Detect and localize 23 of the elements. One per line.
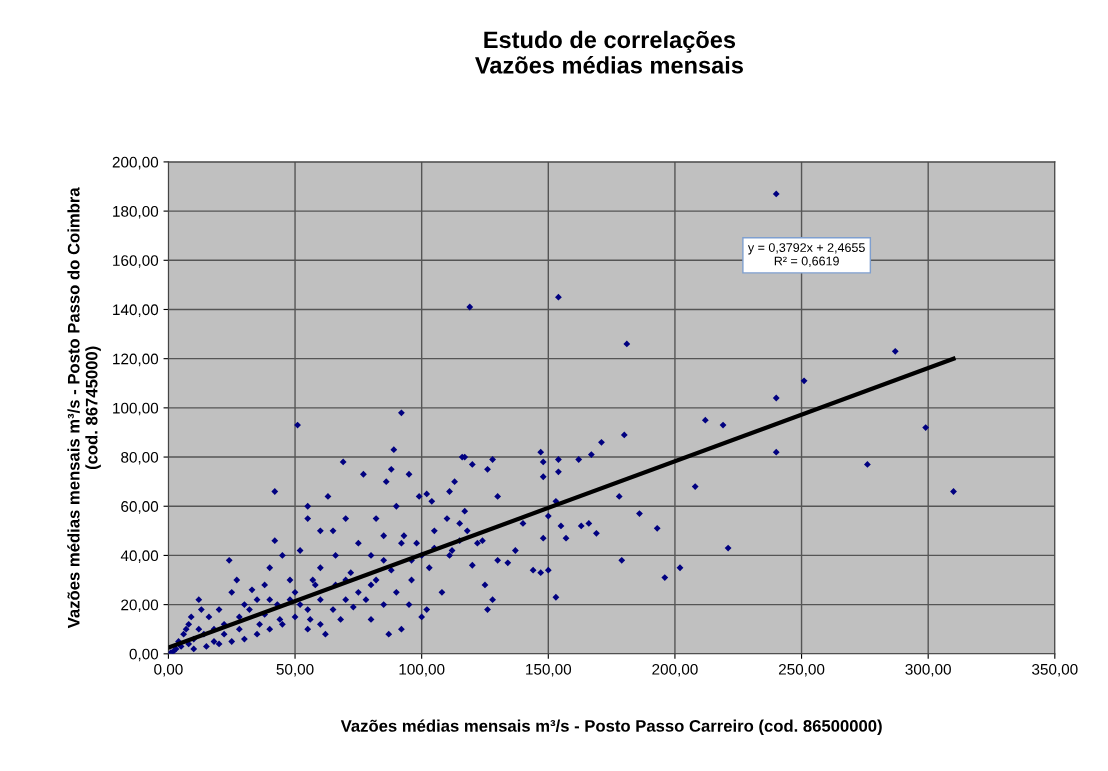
y-tick-label: 160,00 [113, 255, 159, 268]
x-tick-label: 50,00 [276, 663, 314, 677]
x-tick-label: 250,00 [778, 663, 825, 677]
y-tick-label: 0,00 [129, 648, 159, 662]
x-tick-label: 200,00 [652, 663, 698, 677]
y-tick-label: 80,00 [121, 451, 159, 465]
y-tick-label: 120,00 [113, 353, 159, 367]
x-tick-label: 150,00 [526, 663, 572, 677]
y-tick-label: 200,00 [112, 156, 159, 170]
x-tick-label: 350,00 [1032, 663, 1078, 677]
x-tick-label: 0,00 [154, 663, 183, 677]
chart-title: Estudo de correlações Vazões médias mensais [475, 30, 743, 74]
y-tick-label: 180,00 [113, 205, 159, 219]
x-axis-title: Vazões médias mensais m³/s - Posto Passo Carreiro (cod. 86500000) [340, 719, 882, 736]
y-tick-label: 140,00 [113, 304, 159, 317]
x-tick-label: 300,00 [905, 663, 951, 677]
y-tick-label: 100,00 [113, 402, 159, 416]
y-tick-label: 40,00 [120, 550, 159, 563]
x-tick-label: 100,00 [399, 663, 445, 677]
annotation: y = 0,3792x + 2,4655 R² = 0,6619 [747, 243, 865, 267]
y-tick-label: 60,00 [121, 501, 159, 514]
y-axis-title: Vazões médias mensais m³/s - Posto Passo do Coimbra (cod. 86745000) [67, 187, 101, 629]
y-tick-label: 20,00 [121, 599, 159, 613]
